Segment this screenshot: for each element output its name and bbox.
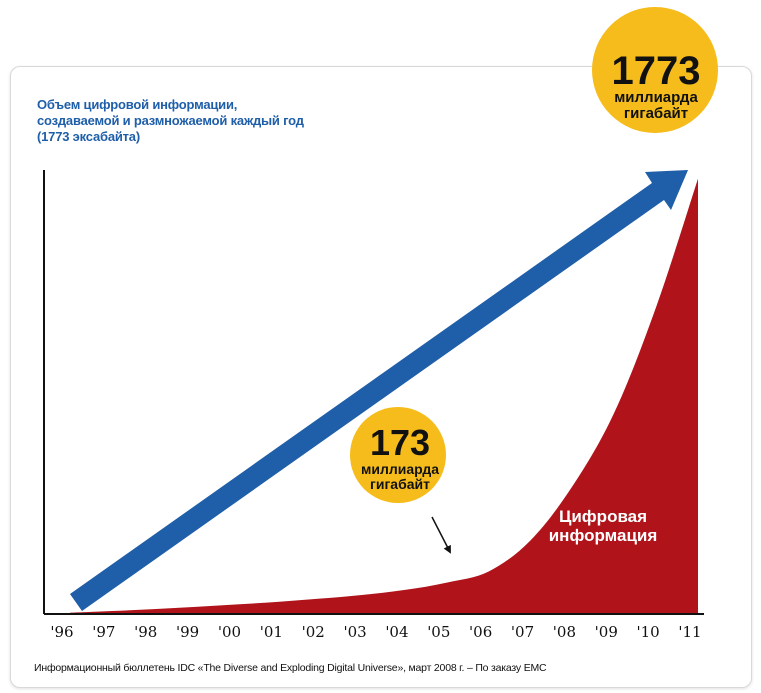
digital-information-area [70, 178, 698, 614]
chart-title-line-1: Объем цифровой информации, [37, 97, 238, 112]
x-tick-label: '96 [50, 623, 73, 641]
chart-title: Объем цифровой информации, создаваемой и… [37, 97, 417, 145]
area-label-line-1: Цифровая [559, 507, 647, 526]
x-tick-label: '08 [553, 623, 576, 641]
x-tick-label: '98 [134, 623, 157, 641]
callout-173: 173 миллиарда гигабайт [350, 407, 451, 554]
growth-arrow [70, 170, 688, 611]
x-tick-label: '10 [637, 623, 660, 641]
callout-173-circle [350, 407, 446, 503]
callout-173-pointer [431, 516, 451, 554]
x-tick-label: '04 [385, 623, 408, 641]
area-label-line-2: информация [549, 526, 658, 545]
x-tick-label: '06 [469, 623, 492, 641]
x-tick-label: '09 [595, 623, 618, 641]
source-note: Информационный бюллетень IDC «The Divers… [34, 662, 547, 674]
x-tick-label: '99 [176, 623, 199, 641]
x-tick-label: '07 [511, 623, 534, 641]
callout-173-value: 173 [370, 422, 430, 463]
x-tick-label: '01 [260, 623, 283, 641]
x-tick-label: '00 [218, 623, 241, 641]
callout-1773-value: 1773 [612, 49, 701, 93]
callout-173-unit-1: миллиарда [361, 461, 439, 477]
x-tick-label: '02 [302, 623, 325, 641]
callout-173-unit-2: гигабайт [370, 476, 430, 492]
x-tick-label: '05 [427, 623, 450, 641]
callout-1773-circle [592, 7, 718, 133]
x-tick-label: '97 [92, 623, 115, 641]
x-axis-ticks: '96 '97 '98 '99 '00 '01 '02 '03 '04 '05 '06 '07 '08 '… [50, 623, 701, 641]
callout-1773-unit-1: миллиарда [614, 89, 698, 106]
callout-1773: 1773 миллиарда гигабайт [592, 7, 718, 133]
callout-1773-unit-2: гигабайт [624, 105, 688, 122]
x-tick-label: '11 [678, 623, 701, 641]
chart-title-line-3: (1773 эксабайта) [37, 129, 140, 144]
chart-title-line-2: создаваемой и размножаемой каждый год [37, 113, 304, 128]
x-tick-label: '03 [343, 623, 366, 641]
